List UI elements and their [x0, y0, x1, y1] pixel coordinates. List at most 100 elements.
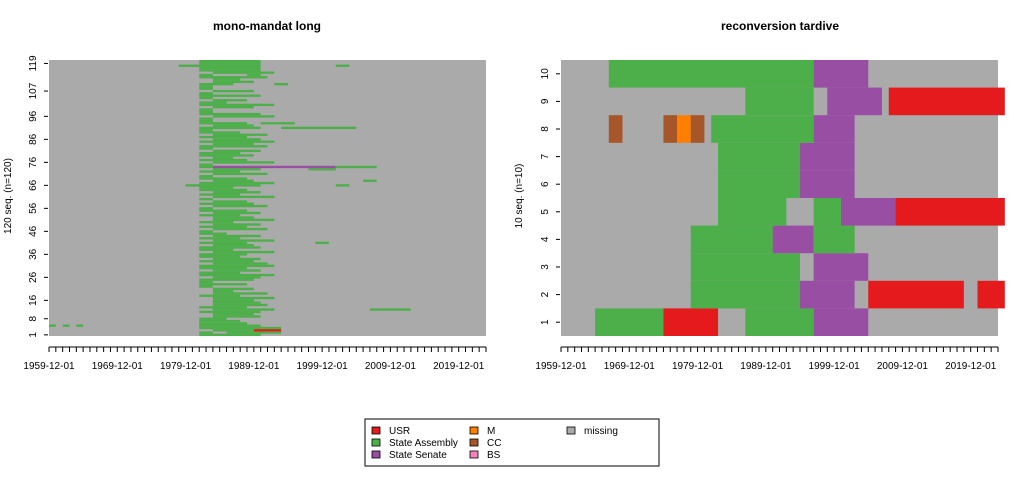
- sequence-segment: [199, 214, 241, 217]
- sequence-segment: [868, 280, 964, 309]
- legend-label: USR: [389, 426, 410, 437]
- sequence-segment: [212, 149, 261, 153]
- x-tick-label: 2019-12-01: [433, 361, 485, 372]
- y-tick-label: 7: [540, 153, 551, 159]
- y-tick-label: 46: [28, 225, 39, 237]
- sequence-segment: [212, 115, 275, 118]
- sequence-segment: [212, 227, 268, 231]
- sequence-segment: [212, 303, 268, 307]
- sequence-segment: [813, 115, 855, 143]
- sequence-segment: [212, 313, 254, 316]
- sequence-segment: [199, 170, 241, 173]
- sequence-segment: [178, 64, 200, 67]
- sequence-segment: [199, 188, 248, 192]
- sequence-segment: [199, 135, 248, 139]
- sequence-segment: [199, 271, 241, 274]
- sequence-segment: [212, 299, 254, 302]
- sequence-segment: [199, 209, 248, 212]
- sequence-segment: [718, 142, 800, 171]
- legend-label: State Assembly: [389, 438, 458, 449]
- y-tick-label: 10: [540, 68, 551, 80]
- sequence-segment: [199, 131, 241, 134]
- sequence-segment: [212, 89, 254, 93]
- sequence-segment: [888, 87, 1005, 116]
- sequence-segment: [212, 172, 268, 176]
- sequence-segment: [199, 333, 261, 337]
- y-tick-label: 3: [540, 264, 551, 270]
- sequence-segment: [212, 71, 275, 74]
- y-tick-label: 9: [540, 98, 551, 104]
- sequence-segment: [199, 310, 261, 314]
- sequence-segment: [212, 124, 254, 127]
- sequence-segment: [212, 218, 275, 222]
- sequence-segment: [212, 179, 254, 182]
- sequence-segment: [315, 241, 329, 245]
- x-tick-label: 1999-12-01: [809, 361, 861, 372]
- x-tick-label: 2009-12-01: [877, 361, 929, 372]
- sequence-segment: [199, 163, 213, 166]
- sequence-segment: [247, 73, 261, 77]
- legend-swatch: [469, 426, 479, 435]
- sequence-segment: [212, 292, 268, 295]
- sequence-segment: [199, 85, 213, 88]
- legend-swatch: [469, 450, 479, 459]
- sequence-segment: [199, 101, 227, 104]
- sequence-segment: [212, 223, 261, 226]
- sequence-segment: [977, 280, 1005, 309]
- sequence-segment: [212, 296, 275, 300]
- sequence-segment: [718, 170, 800, 198]
- y-axis: 1 8 16 26 36 46 56 66 76 86 96 107 119: [28, 55, 48, 338]
- sequence-segment: [608, 115, 623, 143]
- sequence-segment: [253, 329, 282, 332]
- y-tick-label: 6: [540, 181, 551, 187]
- sequence-segment: [212, 142, 254, 146]
- sequence-segment: [76, 324, 84, 327]
- sequence-segment: [199, 83, 234, 86]
- sequence-segment: [199, 278, 254, 281]
- sequence-segment: [199, 145, 268, 148]
- sequence-segment: [199, 181, 275, 185]
- x-tick-label: 1989-12-01: [228, 361, 280, 372]
- sequence-segment: [363, 179, 377, 182]
- sequence-segment: [199, 186, 234, 189]
- sequence-segment: [199, 260, 254, 263]
- y-tick-label: 119: [28, 55, 39, 71]
- sequence-segment: [199, 60, 261, 63]
- sequence-segment: [212, 165, 336, 169]
- sequence-segment: [199, 264, 275, 268]
- y-axis-label: 120 seq. (n=120): [3, 158, 14, 234]
- sequence-segment: [199, 202, 254, 205]
- sequence-segment: [711, 115, 814, 143]
- sequence-segment: [895, 198, 1005, 226]
- x-tick-label: 1969-12-01: [604, 361, 656, 372]
- y-tick-label: 16: [28, 294, 39, 306]
- sequence-segment: [212, 211, 261, 215]
- chart-title: reconversion tardive: [721, 19, 839, 33]
- x-tick-label: 1979-12-01: [160, 361, 212, 372]
- sequence-segment: [199, 76, 268, 79]
- sequence-segment: [690, 115, 705, 143]
- legend-label: CC: [487, 438, 501, 449]
- sequence-segment: [199, 285, 213, 288]
- sequence-segment: [212, 78, 241, 81]
- y-tick-label: 96: [28, 110, 39, 122]
- sequence-segment: [212, 301, 261, 304]
- sequence-segment: [690, 225, 773, 254]
- legend-label: missing: [584, 426, 618, 437]
- sequence-segment: [199, 207, 213, 210]
- x-tick-label: 1959-12-01: [23, 361, 75, 372]
- sequence-segment: [199, 69, 261, 72]
- sequence-segment: [199, 198, 213, 201]
- y-tick-label: 2: [540, 291, 551, 297]
- sequence-segment: [199, 221, 234, 224]
- sequence-segment: [281, 126, 357, 130]
- sequence-segment: [199, 92, 213, 95]
- sequence-segment: [199, 280, 213, 284]
- sequence-segment: [212, 156, 234, 159]
- sequence-segment: [813, 225, 855, 254]
- sequence-segment: [813, 60, 869, 88]
- sequence-segment: [212, 308, 275, 311]
- x-axis: 1959-12-01 1969-12-01 1979-12-01 1989-12-01…: [535, 346, 999, 372]
- sequence-segment: [199, 246, 261, 249]
